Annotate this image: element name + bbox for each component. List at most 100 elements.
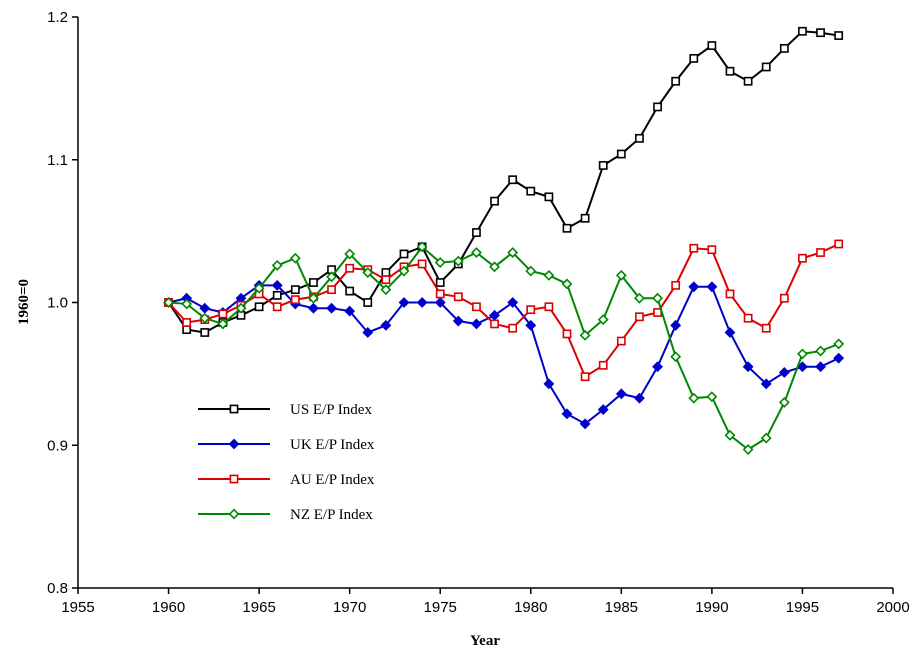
legend-marker xyxy=(229,404,239,414)
data-point xyxy=(254,302,264,312)
x-tick-label: 1970 xyxy=(333,599,366,616)
data-point xyxy=(634,292,645,304)
data-point xyxy=(561,278,573,290)
y-tick-label: 0.8 xyxy=(47,580,68,597)
data-point xyxy=(326,302,337,314)
data-point xyxy=(706,281,718,293)
data-point xyxy=(525,319,537,331)
data-point xyxy=(327,285,336,295)
data-point xyxy=(309,278,318,287)
data-point xyxy=(435,289,445,299)
data-point xyxy=(707,41,717,50)
data-point xyxy=(742,361,754,373)
y-tick-label: 1.1 xyxy=(47,152,68,169)
data-point xyxy=(490,196,499,206)
x-tick-label: 1985 xyxy=(605,599,638,616)
data-point xyxy=(272,302,282,312)
y-tick-label: 1.0 xyxy=(47,295,68,312)
data-point xyxy=(289,252,301,264)
data-point xyxy=(398,265,410,277)
data-point xyxy=(200,328,210,337)
data-point xyxy=(290,295,300,305)
data-point xyxy=(760,432,772,444)
data-point xyxy=(761,62,771,72)
data-point xyxy=(615,269,627,281)
data-point xyxy=(761,323,771,333)
data-point xyxy=(797,348,808,360)
data-point xyxy=(597,314,609,326)
legend-label: US E/P Index xyxy=(290,402,372,418)
data-point xyxy=(725,289,735,299)
data-point xyxy=(833,352,845,364)
data-point xyxy=(653,102,662,112)
series-line xyxy=(168,284,840,426)
y-tick-label: 1.2 xyxy=(47,9,68,26)
data-point xyxy=(417,259,427,269)
data-point xyxy=(544,302,554,312)
data-point xyxy=(706,391,718,403)
data-point xyxy=(579,329,591,341)
data-point xyxy=(743,76,753,86)
data-point xyxy=(580,213,590,223)
data-point xyxy=(399,249,409,259)
data-point xyxy=(525,265,537,277)
data-point xyxy=(434,297,446,308)
legend-marker xyxy=(229,474,239,484)
data-point xyxy=(598,360,608,370)
data-point xyxy=(182,325,192,335)
data-point xyxy=(778,367,790,378)
legend-marker xyxy=(228,508,240,520)
data-point xyxy=(724,429,736,441)
data-point xyxy=(579,418,591,430)
data-point xyxy=(562,329,572,339)
data-point xyxy=(616,336,626,346)
data-point xyxy=(453,292,463,302)
data-point xyxy=(345,263,355,273)
data-point xyxy=(344,305,356,317)
data-point xyxy=(435,278,445,287)
data-point xyxy=(398,297,410,308)
data-point xyxy=(526,305,536,315)
data-point xyxy=(688,392,700,404)
data-point xyxy=(725,66,735,76)
data-point xyxy=(489,261,500,273)
data-point xyxy=(271,259,283,271)
data-point xyxy=(597,404,609,415)
data-point xyxy=(834,239,844,249)
data-point xyxy=(707,245,717,255)
data-point xyxy=(163,297,174,308)
data-point xyxy=(381,275,391,285)
data-point xyxy=(652,361,663,373)
data-point xyxy=(217,318,229,330)
data-point xyxy=(562,223,572,233)
data-point xyxy=(816,28,825,38)
data-point xyxy=(543,269,555,281)
data-point xyxy=(199,302,211,314)
x-tick-label: 1990 xyxy=(695,599,728,616)
x-tick-label: 1955 xyxy=(61,599,94,616)
data-point xyxy=(742,444,754,455)
data-point xyxy=(452,255,464,267)
data-point xyxy=(635,133,644,143)
x-tick-label: 1975 xyxy=(424,599,457,616)
data-point xyxy=(779,44,789,53)
data-point xyxy=(508,323,518,333)
data-point xyxy=(797,361,808,373)
data-point xyxy=(598,161,608,170)
data-point xyxy=(363,298,373,307)
data-point xyxy=(689,243,699,253)
data-point xyxy=(508,175,518,185)
data-point xyxy=(779,293,789,303)
data-point xyxy=(616,149,626,159)
x-tick-label: 1995 xyxy=(786,599,819,616)
data-point xyxy=(471,318,482,330)
data-point xyxy=(326,271,337,283)
data-point xyxy=(362,267,374,278)
data-point xyxy=(526,186,536,196)
data-point xyxy=(580,372,590,382)
data-point xyxy=(544,192,554,202)
data-point xyxy=(181,298,193,310)
y-tick-label: 0.9 xyxy=(47,437,68,454)
legend-marker xyxy=(228,438,240,450)
data-point xyxy=(543,378,555,390)
